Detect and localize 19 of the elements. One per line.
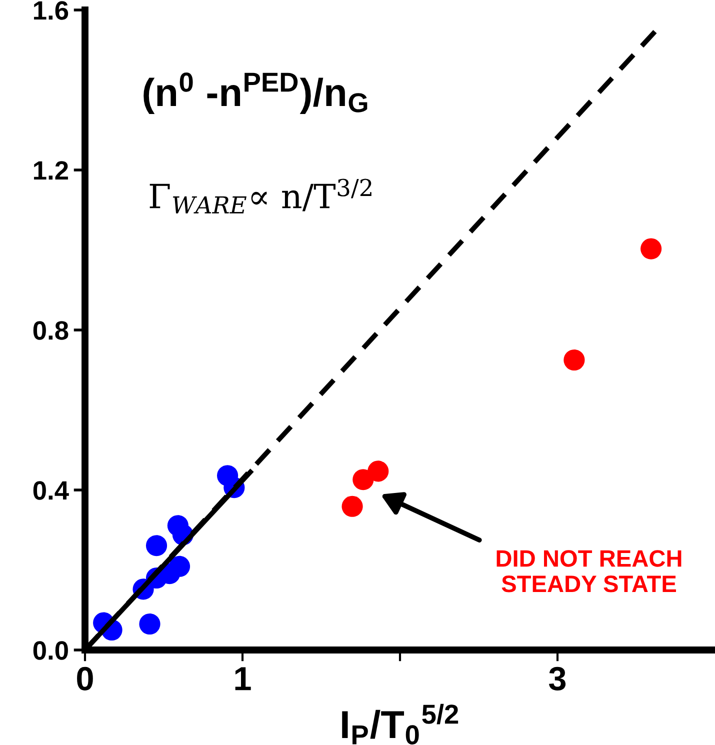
y-tick-label: 0.4 [33, 481, 69, 500]
x-axis-title: I$_{P}$/T$_{0}$$^{5/2}$ [342, 704, 458, 744]
point [146, 535, 168, 556]
y-tick-label: 0.0 [33, 641, 68, 660]
annotation: Γ$_{WARE}$∝ n/T$^{3/2}$ [150, 178, 372, 214]
point [342, 496, 363, 517]
point [352, 469, 374, 490]
point [564, 349, 585, 371]
y-axis-title: (n$^{0}$ -n$^{PED}$)/n$_{G}$ [144, 72, 368, 114]
point [139, 613, 160, 635]
point [640, 238, 662, 260]
x-tick-label: 1 [235, 667, 251, 690]
point [368, 460, 389, 482]
x-tick-label: 3 [548, 666, 566, 691]
y-tick-label: 1.2 [34, 161, 68, 180]
annotation: DID NOT REACH STEADY STATE [496, 550, 682, 592]
y-tick-label: 0.8 [33, 321, 68, 340]
y-tick-label: 1.6 [34, 1, 68, 20]
x-tick-label: 0 [77, 666, 93, 690]
